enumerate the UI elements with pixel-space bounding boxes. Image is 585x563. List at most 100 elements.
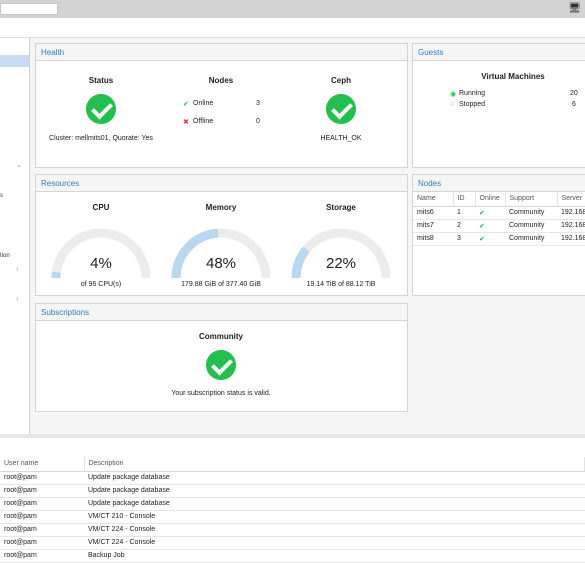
check-icon: ✔: [475, 206, 505, 220]
table-row[interactable]: root@pam Update package database: [0, 497, 585, 511]
node-server: 192.168: [557, 206, 585, 220]
node-id: 2: [453, 219, 475, 233]
table-row[interactable]: mits6 1 ✔ Community 192.168: [413, 206, 585, 220]
offline-count: 0: [256, 118, 260, 125]
stopped-count: 6: [572, 101, 576, 108]
check-icon: ✔: [475, 232, 505, 246]
task-user: root@pam: [0, 536, 84, 550]
panel-title: Subscriptions: [36, 304, 407, 321]
cpu-value: 4%: [90, 255, 112, 272]
task-user: root@pam: [0, 523, 84, 537]
node-id: 3: [453, 232, 475, 246]
column-header[interactable]: Online: [475, 192, 506, 207]
memory-gauge: [171, 228, 271, 279]
chevron-down-icon[interactable]: ⌄: [16, 162, 22, 169]
task-description: Backup Job: [84, 549, 585, 563]
status-title: Status: [88, 76, 114, 85]
table-row[interactable]: root@pam VM/CT 210 - Console: [0, 510, 585, 524]
node-support: Community: [505, 206, 557, 220]
node-id: 1: [453, 206, 475, 220]
subscription-ok-icon: [206, 350, 236, 380]
column-header[interactable]: User name: [0, 457, 85, 472]
running-icon: ◉: [450, 91, 457, 98]
node-name: mits7: [413, 219, 453, 233]
task-user: root@pam: [0, 497, 84, 511]
check-icon: ✔: [475, 219, 505, 233]
table-row[interactable]: root@pam Backup Job: [0, 549, 585, 563]
task-user: root@pam: [0, 471, 84, 485]
column-header[interactable]: ID: [453, 192, 476, 207]
task-description: Update package database: [84, 484, 585, 498]
monitor-icon[interactable]: 🖥: [568, 3, 581, 14]
task-description: Update package database: [84, 497, 585, 511]
nodes-panel: Nodes Name ID Online Support Server mits…: [412, 174, 585, 296]
sidebar-selected-item[interactable]: [0, 55, 29, 67]
stopped-icon: ○: [450, 101, 455, 108]
ceph-ok-icon: [326, 94, 356, 124]
task-user: root@pam: [0, 510, 84, 524]
vm-title: Virtual Machines: [481, 72, 545, 81]
task-description: VM/CT 224 - Console: [84, 523, 585, 537]
table-row[interactable]: mits7 2 ✔ Community 192.168: [413, 219, 585, 233]
panel-title: Nodes: [413, 175, 585, 192]
storage-value: 22%: [325, 255, 357, 272]
online-label: Online: [193, 100, 214, 107]
chevron-right-icon[interactable]: ›: [16, 266, 19, 273]
cpu-gauge: [51, 228, 151, 279]
nodes-table: Name ID Online Support Server mits6 1 ✔ …: [413, 192, 585, 246]
table-row[interactable]: root@pam VM/CT 224 - Console: [0, 536, 585, 550]
online-count: 3: [256, 100, 260, 107]
node-name: mits8: [413, 232, 453, 246]
column-header[interactable]: Support: [505, 192, 558, 207]
resources-panel: Resources CPU 4% of 96 CPU(s) Memory 48%…: [35, 174, 408, 296]
node-support: Community: [505, 232, 557, 246]
sidebar-item-label[interactable]: s: [0, 193, 3, 199]
guests-panel: Guests Virtual Machines ◉ Running 20 ○ S…: [412, 43, 585, 168]
storage-detail: 19.14 TiB of 88.12 TiB: [306, 281, 376, 288]
task-description: VM/CT 210 - Console: [84, 510, 585, 524]
subscription-message: Your subscription status is valid.: [171, 390, 271, 397]
offline-label: Offline: [193, 118, 214, 125]
memory-value: 48%: [205, 255, 237, 272]
table-row[interactable]: root@pam Update package database: [0, 471, 585, 485]
status-ok-icon: [86, 94, 116, 124]
storage-title: Storage: [326, 203, 356, 212]
ceph-status: HEALTH_OK: [320, 135, 362, 142]
column-header[interactable]: Description: [84, 457, 585, 472]
task-description: Update package database: [84, 471, 585, 485]
table-row[interactable]: root@pam Update package database: [0, 484, 585, 498]
node-server: 192.168: [557, 232, 585, 246]
cross-icon: ✖: [183, 119, 189, 126]
table-row[interactable]: mits8 3 ✔ Community 192.168: [413, 232, 585, 246]
node-server: 192.168: [557, 219, 585, 233]
memory-detail: 179.88 GiB of 377.40 GiB: [181, 281, 261, 288]
running-label[interactable]: Running: [459, 90, 486, 97]
dashboard-content: Health Status Cluster: mellmits01, Quora…: [30, 38, 585, 434]
panel-title: Health: [36, 44, 407, 61]
node-name: mits6: [413, 206, 453, 220]
panel-title: Guests: [413, 44, 585, 61]
storage-gauge: [291, 228, 391, 279]
task-user: root@pam: [0, 484, 84, 498]
column-header[interactable]: Server: [557, 192, 585, 207]
top-toolbar: 🖥: [0, 0, 585, 18]
sidebar-item-label[interactable]: tion: [0, 253, 10, 259]
task-log-panel: User name Description root@pam Update pac…: [0, 434, 585, 563]
running-count: 20: [570, 90, 578, 97]
search-input[interactable]: [0, 3, 58, 15]
node-support: Community: [505, 219, 557, 233]
table-row[interactable]: root@pam VM/CT 224 - Console: [0, 523, 585, 537]
cluster-status-text: Cluster: mellmits01, Quorate: Yes: [49, 135, 153, 142]
panel-title: Resources: [36, 175, 407, 192]
chevron-right-icon[interactable]: ›: [16, 296, 19, 303]
stopped-label[interactable]: Stopped: [459, 101, 486, 108]
check-icon: ✔: [183, 101, 189, 108]
subscriptions-panel: Subscriptions Community Your subscriptio…: [35, 303, 408, 412]
subscription-title: Community: [199, 332, 243, 341]
health-panel: Health Status Cluster: mellmits01, Quora…: [35, 43, 408, 168]
panel-splitter[interactable]: [0, 434, 585, 438]
task-description: VM/CT 224 - Console: [84, 536, 585, 550]
column-header[interactable]: Name: [413, 192, 454, 207]
sidebar: ⌄ s tion › ›: [0, 38, 30, 434]
ceph-title: Ceph: [331, 76, 351, 85]
